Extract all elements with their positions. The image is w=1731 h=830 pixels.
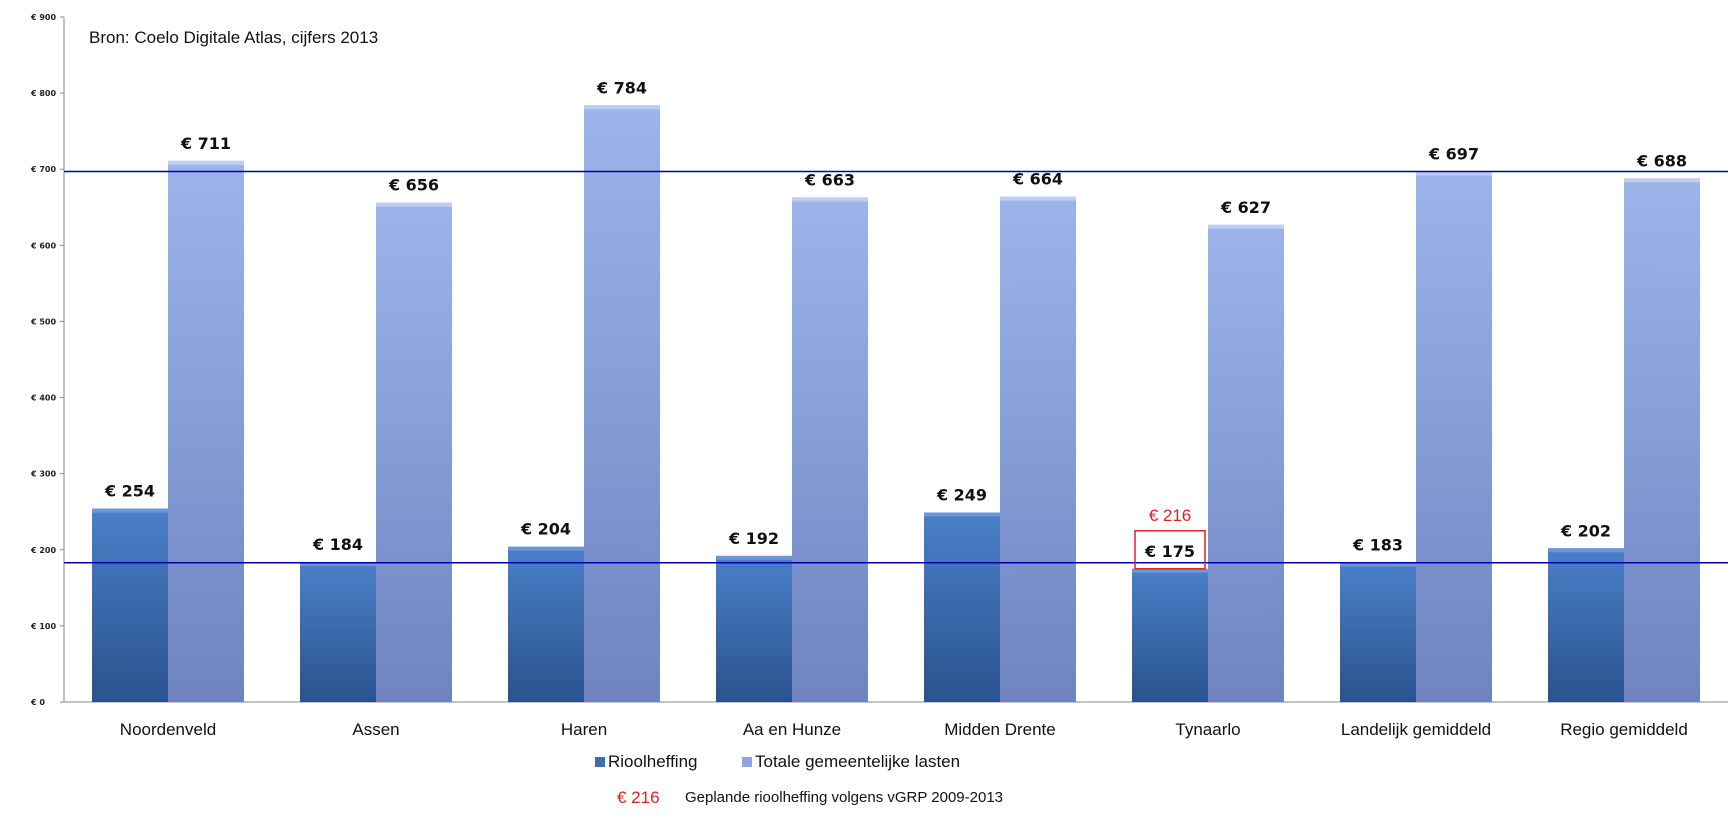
bars [92, 105, 1700, 703]
data-label: € 664 [1012, 170, 1063, 189]
data-label: € 663 [804, 170, 855, 189]
data-label: € 249 [936, 485, 987, 504]
bar-rioolheffing [716, 555, 792, 702]
y-tick-label: € 0 [30, 698, 45, 707]
bar-totale-lasten [168, 160, 244, 703]
x-tick-label: Noordenveld [120, 720, 216, 739]
annotation-box [1134, 530, 1206, 570]
data-label: € 688 [1636, 151, 1687, 170]
bar-rioolheffing [1132, 568, 1208, 702]
bar-top-highlight [716, 555, 792, 560]
bar-totale-lasten [1208, 224, 1284, 703]
x-tick-label: Assen [352, 720, 399, 739]
y-tick-label: € 400 [30, 394, 56, 403]
y-tick-label: € 200 [30, 546, 56, 555]
x-axis: Noordenveld Assen Haren Aa en Hunze Midden D… [120, 720, 1688, 739]
data-label: € 656 [388, 176, 439, 195]
legend-swatch [742, 757, 752, 767]
bar-rioolheffing [300, 561, 376, 702]
data-label: € 627 [1220, 198, 1271, 217]
y-tick-label: € 900 [30, 13, 56, 22]
bar-rioolheffing [1548, 548, 1624, 702]
y-tick-label: € 700 [30, 165, 56, 174]
bar-top-highlight [1208, 224, 1284, 229]
bar-top-highlight [1340, 562, 1416, 567]
bar-totale-lasten [1624, 178, 1700, 702]
y-tick-label: € 800 [30, 89, 56, 98]
bar-top-highlight [1000, 196, 1076, 201]
x-tick-label: Aa en Hunze [743, 720, 841, 739]
bar-rioolheffing [92, 508, 168, 702]
data-label: € 204 [520, 520, 571, 539]
data-label: € 184 [312, 535, 363, 554]
bar-top-highlight [300, 561, 376, 566]
bar-totale-lasten [1416, 171, 1492, 702]
bar-top-highlight [376, 202, 452, 207]
bar-totale-lasten [584, 105, 660, 703]
y-tick-label: € 500 [30, 317, 56, 326]
y-tick-label: € 100 [30, 622, 56, 631]
bar-top-highlight [1624, 178, 1700, 183]
bar-rioolheffing [1340, 562, 1416, 702]
bar-top-highlight [1416, 171, 1492, 176]
data-label: € 202 [1560, 521, 1611, 540]
data-label: € 183 [1352, 536, 1403, 555]
legend: Rioolheffing Totale gemeentelijke lasten [595, 752, 960, 771]
bar-totale-lasten [1000, 196, 1076, 702]
footnote-text: Geplande rioolheffing volgens vGRP 2009-… [685, 789, 1003, 806]
bar-top-highlight [584, 105, 660, 110]
data-label: € 192 [728, 529, 779, 548]
bar-top-highlight [92, 508, 168, 513]
source-note: Bron: Coelo Digitale Atlas, cijfers 2013 [89, 28, 378, 47]
legend-label: Rioolheffing [608, 752, 697, 771]
legend-label: Totale gemeentelijke lasten [755, 752, 960, 771]
bar-totale-lasten [792, 197, 868, 702]
data-label: € 711 [180, 134, 231, 153]
y-tick-label: € 300 [30, 470, 56, 479]
bar-top-highlight [1548, 548, 1624, 553]
annotation-label: € 216 [1149, 506, 1192, 525]
y-tick-label: € 600 [30, 241, 56, 250]
footnote: € 216 Geplande rioolheffing volgens vGRP… [617, 788, 1003, 807]
planned-annotation: € 216 [1134, 506, 1206, 570]
bar-top-highlight [924, 512, 1000, 517]
data-label: € 175 [1144, 542, 1195, 561]
bar-rioolheffing [508, 546, 584, 702]
x-tick-label: Tynaarlo [1175, 720, 1240, 739]
bar-totale-lasten [376, 202, 452, 702]
data-labels: € 254 € 711 € 184 € 656 € 204 € 784 € 192 € 663… [104, 78, 1687, 561]
bar-rioolheffing [924, 512, 1000, 702]
data-label: € 697 [1428, 145, 1479, 164]
legend-swatch [595, 757, 605, 767]
data-label: € 254 [104, 482, 155, 501]
reference-lines [64, 170, 1728, 564]
bar-top-highlight [792, 197, 868, 202]
bar-top-highlight [1132, 568, 1208, 573]
bar-top-highlight [508, 546, 584, 551]
x-tick-label: Midden Drente [944, 720, 1056, 739]
x-tick-label: Haren [561, 720, 607, 739]
x-tick-label: Landelijk gemiddeld [1341, 720, 1491, 739]
footnote-value: € 216 [617, 788, 660, 807]
x-tick-label: Regio gemiddeld [1560, 720, 1688, 739]
data-label: € 784 [596, 78, 647, 97]
bar-top-highlight [168, 160, 244, 165]
